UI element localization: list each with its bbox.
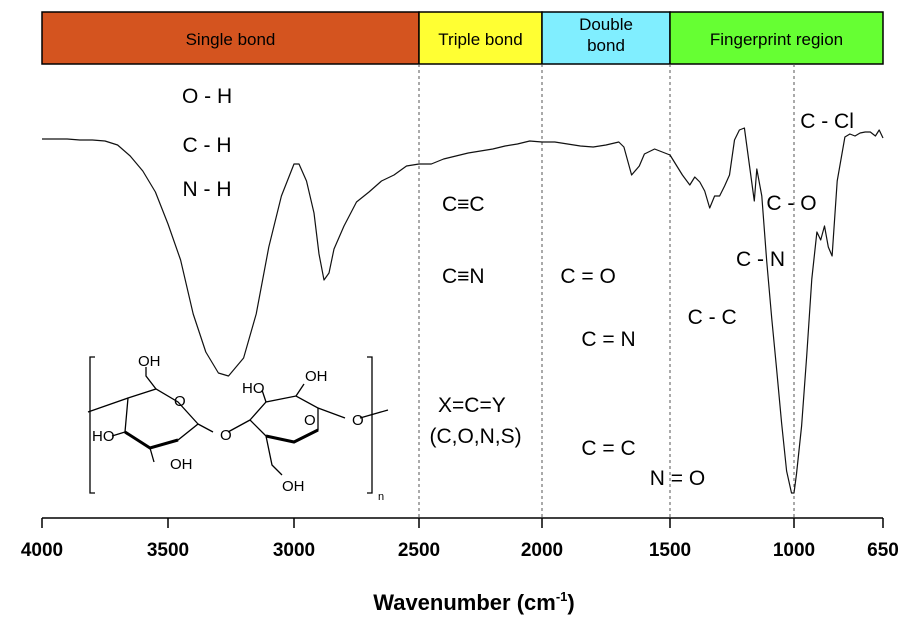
x-axis-title-end: ) — [567, 590, 574, 615]
bond-label-14: C - Cl — [800, 110, 854, 133]
x-tick-label-2500: 2500 — [398, 540, 440, 561]
left-chain-bond — [87, 397, 129, 413]
structure-label-1: OH — [305, 368, 328, 385]
spectrum-series — [42, 127, 884, 494]
structure-label-10: n — [378, 491, 384, 503]
bond-label-2: N - H — [183, 178, 232, 201]
right-bracket — [367, 356, 373, 494]
bond-label-9: C = C — [581, 437, 635, 460]
region-bands: Single bond Triple bond Double bond Fingerpr… — [41, 11, 884, 65]
glycosidic-bond-right — [227, 419, 251, 433]
region-band-1 — [418, 11, 543, 65]
bond-label-11: C - C — [688, 306, 737, 329]
bond-label-1: C - H — [183, 134, 232, 157]
bond-label-5: C = O — [560, 265, 615, 288]
structure-label-8: O — [352, 412, 364, 429]
left-ring-front — [124, 430, 179, 450]
bond-labels: O - H C - H N - H C≡C C≡N C = O C = N X=C=Y (C,O… — [182, 85, 854, 490]
bond-label-3: C≡C — [442, 193, 485, 216]
x-tick-label-3500: 3500 — [147, 540, 189, 561]
left-oh-bond — [149, 447, 155, 463]
region-label-2-line-1: bond — [587, 36, 625, 55]
region-band-3 — [669, 11, 884, 65]
structure-label-0: OH — [138, 353, 161, 370]
bond-label-12: C - N — [736, 248, 785, 271]
x-axis-title: Wavenumber (cm-1) — [373, 589, 574, 615]
left-bracket — [89, 356, 95, 494]
glycosidic-bond-left — [197, 423, 214, 433]
structure-label-3: O — [174, 393, 186, 410]
right-oh-bond — [295, 383, 305, 397]
structure-label-9: OH — [282, 478, 305, 495]
x-axis: 4000 3500 3000 2500 2000 1500 1000 650 — [21, 517, 899, 561]
x-tick-label-1500: 1500 — [649, 540, 691, 561]
region-band-2 — [541, 11, 671, 65]
x-tick-label-4000: 4000 — [21, 540, 63, 561]
region-label-3: Fingerprint region — [710, 30, 843, 49]
right-ring-front — [265, 428, 319, 444]
bond-label-10: N = O — [650, 467, 705, 490]
region-label-1: Triple bond — [438, 30, 522, 49]
x-axis-title-main: Wavenumber (cm — [373, 590, 556, 615]
bond-label-13: C - O — [766, 192, 816, 215]
x-tick-label-1000: 1000 — [773, 540, 815, 561]
structure-label-2: HO — [92, 428, 115, 445]
right-chain-end — [359, 409, 389, 419]
structure-label-5: O — [304, 412, 316, 429]
bond-label-4: C≡N — [442, 265, 485, 288]
right-chain-bond — [317, 407, 346, 419]
x-tick-label-3000: 3000 — [273, 540, 315, 561]
left-ho-bond — [111, 431, 126, 437]
structure-label-6: HO — [242, 380, 265, 397]
region-band-0 — [41, 11, 420, 65]
bond-label-8: (C,O,N,S) — [429, 425, 521, 448]
x-tick-label-650: 650 — [867, 540, 899, 561]
x-axis-title-sup: -1 — [556, 589, 568, 604]
right-ch2oh-bond — [265, 435, 283, 476]
structure-label-7: OH — [170, 456, 193, 473]
structure-label-4: O — [220, 427, 232, 444]
left-ch2oh-bond — [145, 367, 157, 390]
bond-label-7: X=C=Y — [438, 394, 506, 417]
x-tick-label-2000: 2000 — [521, 540, 563, 561]
bond-label-6: C = N — [581, 328, 635, 351]
cellulose-structure — [87, 356, 389, 494]
region-label-2-line-0: Double — [579, 15, 633, 34]
right-ho-bond — [261, 389, 267, 403]
region-dividers — [418, 64, 795, 518]
spectrum-line — [42, 127, 884, 494]
region-label-0: Single bond — [186, 30, 276, 49]
bond-label-0: O - H — [182, 85, 232, 108]
